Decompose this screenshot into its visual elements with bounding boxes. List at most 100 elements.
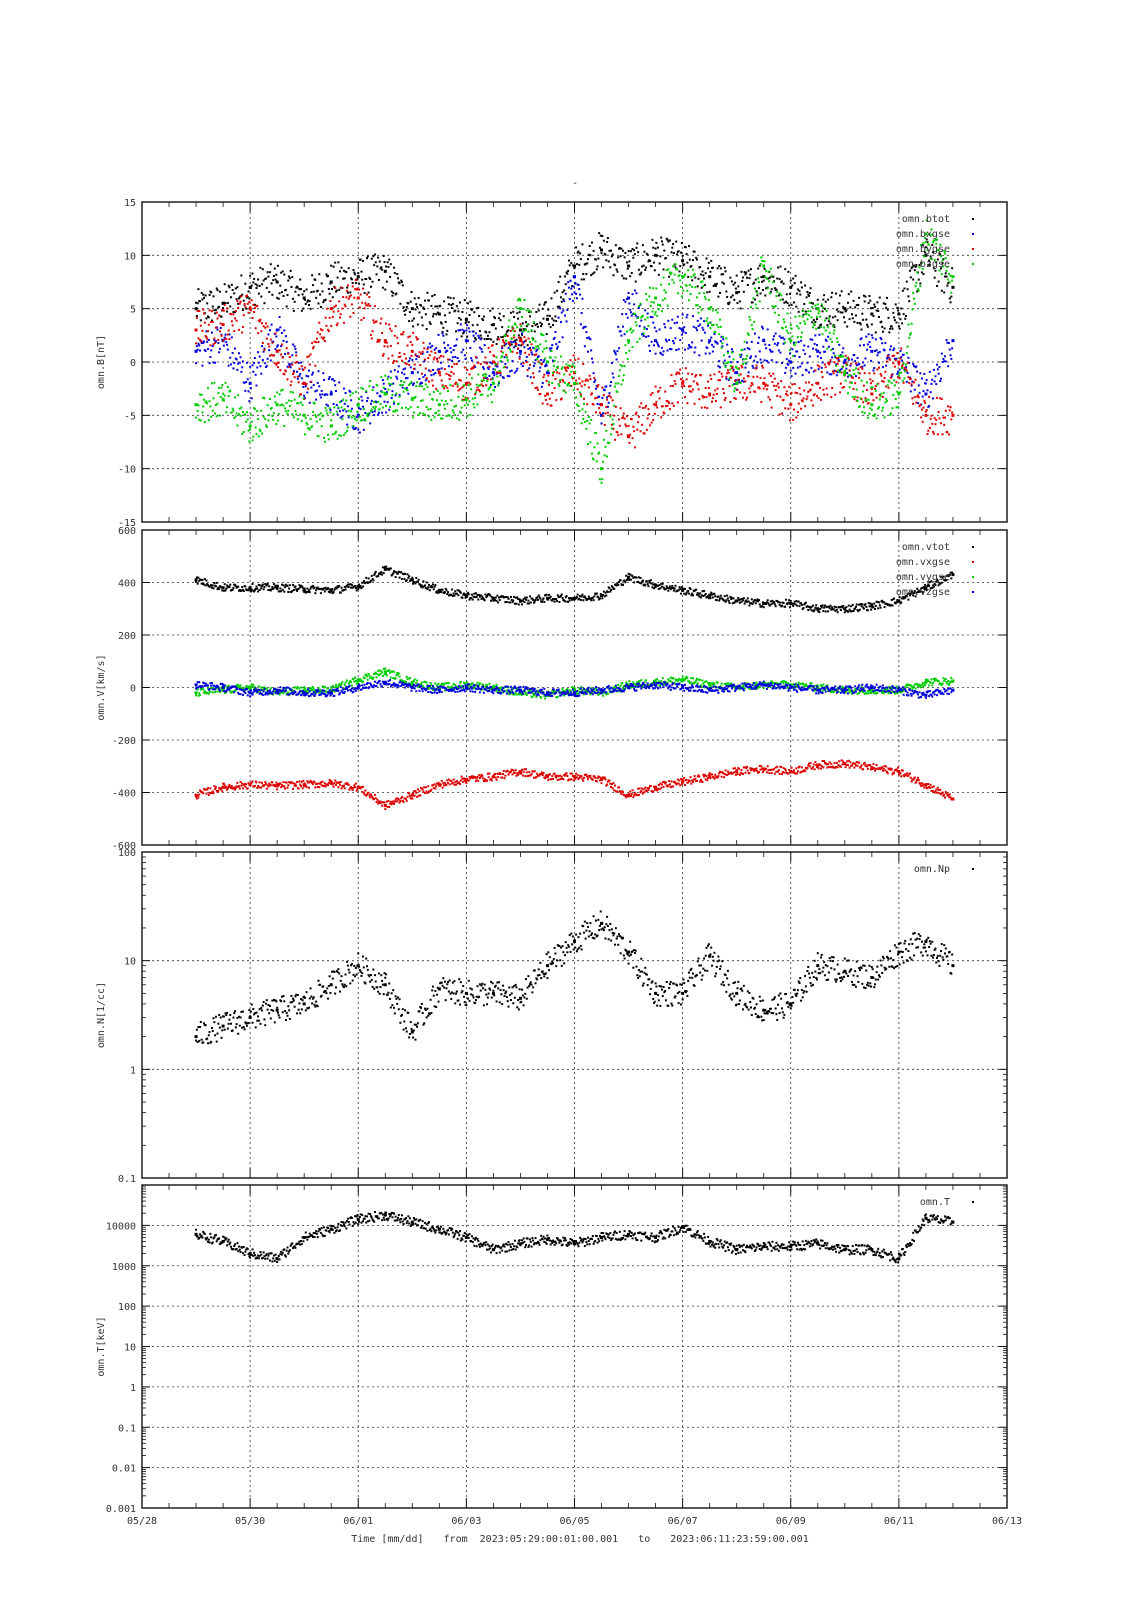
scatter-dot bbox=[424, 374, 427, 377]
scatter-dot bbox=[444, 320, 447, 323]
scatter-dot bbox=[852, 388, 855, 391]
scatter-dot bbox=[465, 384, 468, 387]
scatter-dot bbox=[623, 365, 626, 368]
scatter-dot bbox=[938, 252, 941, 255]
scatter-dot bbox=[773, 377, 776, 380]
data-point bbox=[654, 253, 658, 257]
scatter-dot bbox=[732, 358, 735, 361]
scatter-dot bbox=[420, 352, 423, 355]
scatter-dot bbox=[553, 336, 556, 339]
scatter-dot bbox=[723, 399, 726, 402]
scatter-dot bbox=[695, 304, 698, 307]
scatter-dot bbox=[470, 597, 473, 600]
scatter-dot bbox=[736, 381, 739, 384]
scatter-dot bbox=[268, 349, 271, 352]
scatter-dot bbox=[342, 387, 345, 390]
scatter-dot bbox=[442, 326, 445, 329]
scatter-dot bbox=[495, 372, 498, 375]
scatter-dot bbox=[360, 395, 363, 398]
scatter-dot bbox=[266, 325, 269, 328]
data-point bbox=[221, 323, 225, 327]
scatter-dot bbox=[334, 304, 337, 307]
scatter-dot bbox=[624, 344, 627, 347]
scatter-dot bbox=[743, 271, 746, 274]
scatter-dot bbox=[639, 430, 642, 433]
scatter-dot bbox=[849, 374, 852, 377]
scatter-dot bbox=[389, 327, 392, 330]
scatter-dot bbox=[560, 397, 563, 400]
scatter-dot bbox=[659, 255, 662, 258]
scatter-dot bbox=[262, 415, 265, 418]
scatter-dot bbox=[405, 363, 408, 366]
scatter-dot bbox=[794, 391, 797, 394]
scatter-dot bbox=[782, 342, 785, 345]
scatter-dot bbox=[296, 361, 299, 364]
scatter-dot bbox=[386, 345, 389, 348]
scatter-dot bbox=[368, 385, 371, 388]
scatter-dot bbox=[486, 394, 489, 397]
scatter-dot bbox=[330, 390, 333, 393]
scatter-dot bbox=[492, 368, 495, 371]
scatter-dot bbox=[288, 363, 291, 366]
scatter-dot bbox=[553, 360, 556, 363]
scatter-dot bbox=[940, 352, 943, 355]
scatter-dot bbox=[243, 303, 246, 306]
data-point bbox=[329, 280, 333, 284]
scatter-dot bbox=[567, 269, 570, 272]
scatter-dot bbox=[552, 337, 555, 340]
scatter-dot bbox=[896, 306, 899, 309]
scatter-dot bbox=[843, 321, 846, 324]
scatter-dot bbox=[610, 255, 613, 258]
scatter-dot bbox=[397, 356, 400, 359]
scatter-dot bbox=[773, 335, 776, 338]
scatter-dot bbox=[691, 279, 694, 282]
scatter-dot bbox=[680, 251, 683, 254]
scatter-dot bbox=[300, 288, 303, 291]
scatter-dot bbox=[606, 396, 609, 399]
scatter-dot bbox=[287, 279, 290, 282]
scatter-dot bbox=[804, 405, 807, 408]
series-omn.btot bbox=[194, 232, 955, 347]
scatter-dot bbox=[331, 592, 334, 595]
scatter-dot bbox=[358, 398, 361, 401]
scatter-dot bbox=[629, 275, 632, 278]
data-point bbox=[383, 567, 387, 571]
scatter-dot bbox=[512, 310, 515, 313]
scatter-dot bbox=[420, 381, 423, 384]
scatter-dot bbox=[382, 386, 385, 389]
scatter-dot bbox=[379, 322, 382, 325]
scatter-dot bbox=[718, 333, 721, 336]
scatter-dot bbox=[949, 301, 952, 304]
scatter-dot bbox=[601, 396, 604, 399]
scatter-dot bbox=[518, 598, 521, 601]
scatter-dot bbox=[769, 290, 772, 293]
scatter-dot bbox=[520, 344, 523, 347]
scatter-dot bbox=[593, 381, 596, 384]
scatter-dot bbox=[332, 310, 335, 313]
scatter-dot bbox=[560, 593, 563, 596]
scatter-dot bbox=[475, 383, 478, 386]
scatter-dot bbox=[213, 381, 216, 384]
scatter-dot bbox=[419, 364, 422, 367]
scatter-dot bbox=[369, 410, 372, 413]
scatter-dot bbox=[486, 362, 489, 365]
scatter-dot bbox=[513, 322, 516, 325]
scatter-dot bbox=[416, 581, 419, 584]
scatter-dot bbox=[769, 604, 772, 607]
scatter-dot bbox=[450, 304, 453, 307]
scatter-dot bbox=[260, 587, 263, 590]
scatter-dot bbox=[765, 388, 768, 391]
scatter-dot bbox=[619, 255, 622, 258]
scatter-dot bbox=[798, 356, 801, 359]
scatter-dot bbox=[769, 375, 772, 378]
scatter-dot bbox=[575, 297, 578, 300]
scatter-dot bbox=[708, 352, 711, 355]
scatter-dot bbox=[320, 389, 323, 392]
data-point bbox=[681, 328, 685, 332]
scatter-dot bbox=[755, 290, 758, 293]
scatter-dot bbox=[338, 410, 341, 413]
scatter-dot bbox=[681, 313, 684, 316]
scatter-dot bbox=[682, 330, 685, 333]
scatter-dot bbox=[871, 306, 874, 309]
scatter-dot bbox=[487, 388, 490, 391]
